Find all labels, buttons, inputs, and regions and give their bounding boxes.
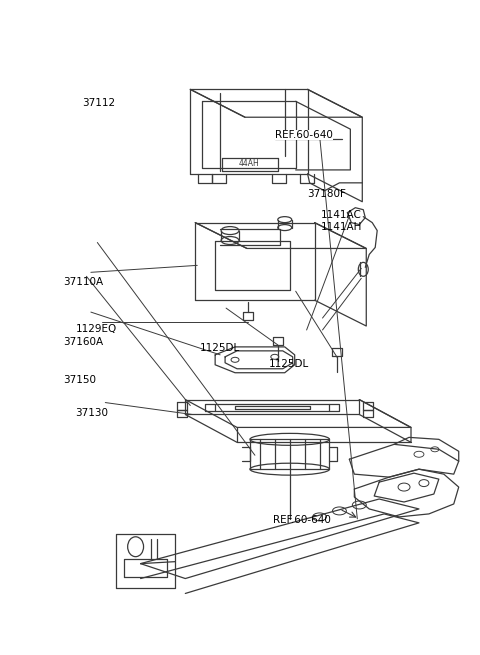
- Text: 1129EQ: 1129EQ: [75, 324, 117, 334]
- Ellipse shape: [250, 463, 329, 475]
- Text: 1141AH: 1141AH: [321, 221, 362, 232]
- Text: 37110A: 37110A: [63, 277, 104, 287]
- Text: 37112: 37112: [83, 98, 116, 108]
- Ellipse shape: [312, 513, 326, 521]
- Ellipse shape: [271, 354, 279, 360]
- Text: 1125DL: 1125DL: [199, 343, 240, 353]
- Ellipse shape: [221, 236, 239, 244]
- Text: 37160A: 37160A: [63, 337, 104, 347]
- Ellipse shape: [419, 479, 429, 487]
- Ellipse shape: [231, 358, 239, 362]
- Ellipse shape: [128, 537, 144, 557]
- Ellipse shape: [221, 227, 239, 234]
- Ellipse shape: [278, 217, 292, 223]
- Text: 1125DL: 1125DL: [269, 359, 309, 369]
- Ellipse shape: [250, 434, 329, 445]
- Ellipse shape: [414, 451, 424, 457]
- Text: 44AH: 44AH: [239, 159, 259, 168]
- Ellipse shape: [358, 263, 368, 276]
- Ellipse shape: [398, 483, 410, 491]
- Text: REF.60-640: REF.60-640: [275, 130, 333, 140]
- Text: REF.60-640: REF.60-640: [274, 515, 331, 525]
- Text: 1141AC: 1141AC: [321, 210, 362, 221]
- Ellipse shape: [352, 501, 366, 509]
- Text: 37180F: 37180F: [307, 189, 346, 199]
- Text: 37130: 37130: [75, 409, 108, 419]
- Ellipse shape: [278, 225, 292, 231]
- Ellipse shape: [333, 507, 347, 515]
- Text: 37150: 37150: [63, 375, 96, 384]
- Ellipse shape: [431, 447, 439, 452]
